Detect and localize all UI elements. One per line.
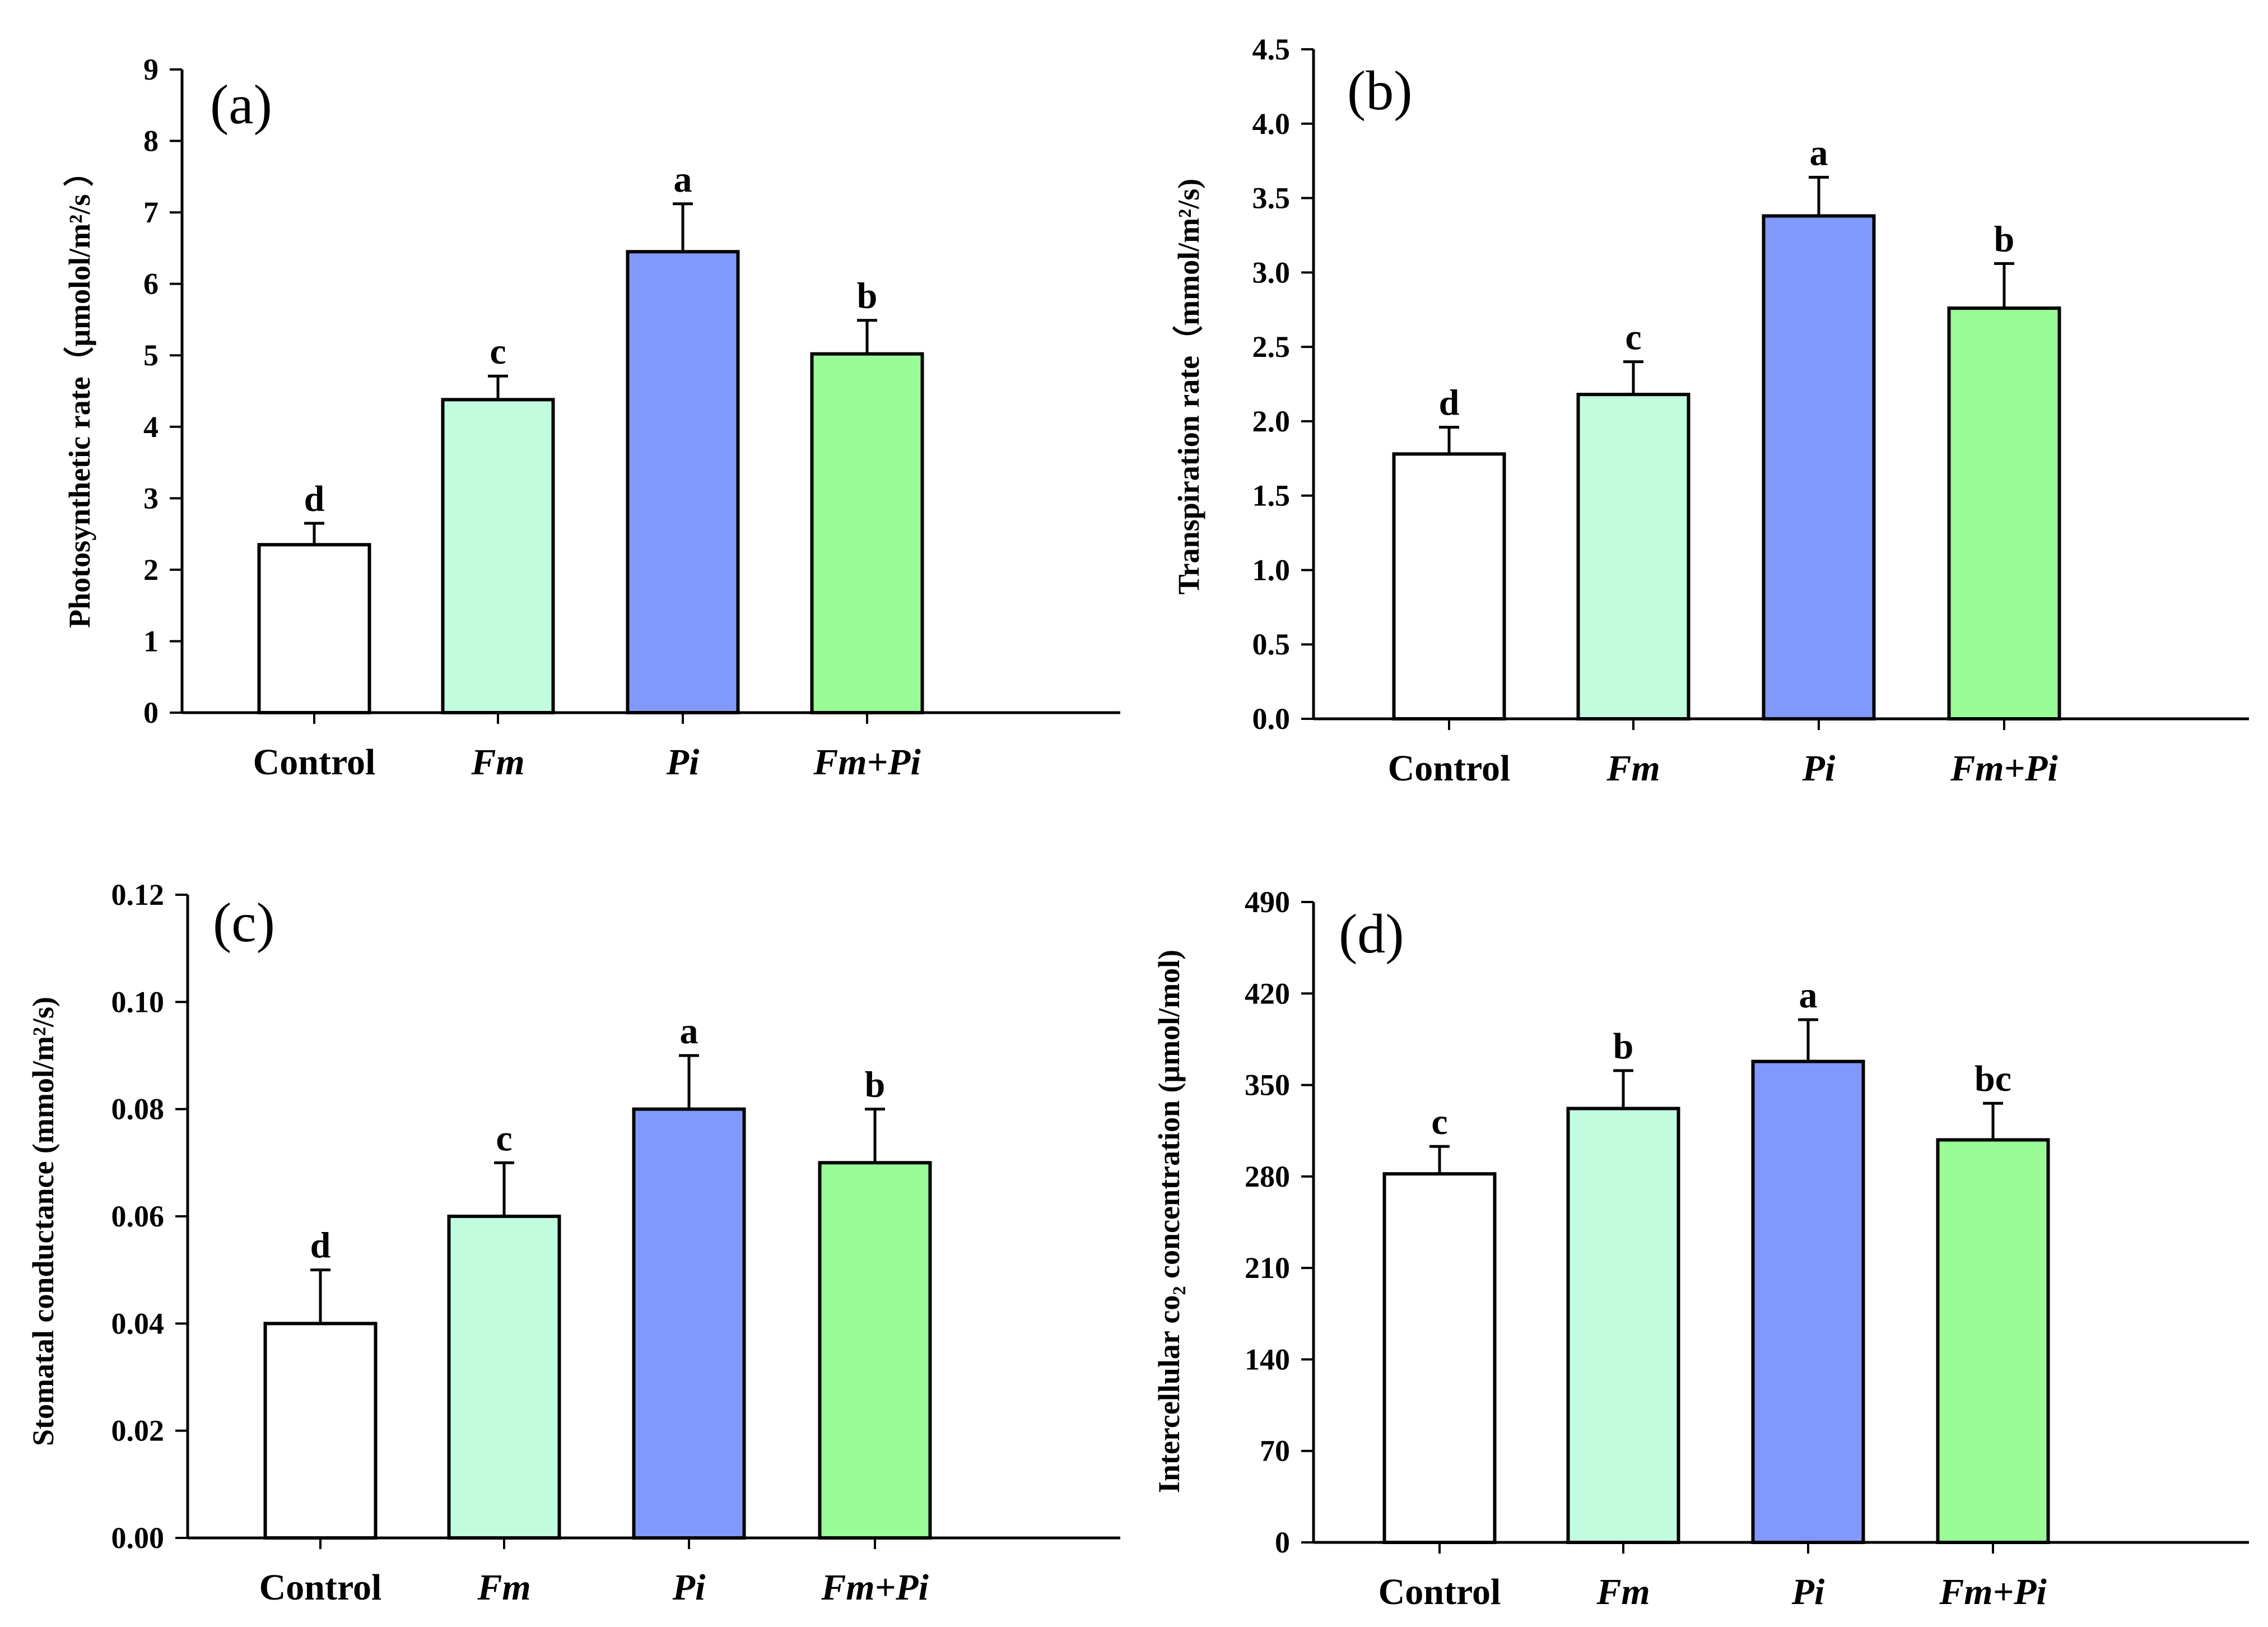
x-category-label: Pi	[1802, 748, 1836, 789]
panel-label: (d)	[1339, 903, 1404, 965]
y-tick-label: 3	[143, 481, 159, 515]
y-tick-label: 2	[143, 553, 159, 587]
panel-label: (a)	[210, 73, 272, 136]
y-tick-label: 0.5	[1252, 627, 1291, 661]
bar-fm-pi	[1947, 306, 2061, 720]
significance-letter: d	[304, 478, 325, 519]
bar-control	[1382, 1172, 1497, 1545]
y-tick-label: 9	[143, 53, 159, 86]
bar-fm-pi	[818, 1161, 932, 1540]
significance-letter: d	[1439, 383, 1460, 424]
y-tick-label: 0.0	[1252, 702, 1291, 736]
x-category-label: Fm	[1596, 1572, 1650, 1612]
chart-panel-3: 0.00 0.02 0.04 0.06 0.08 0.10 0.12 Stomatal con…	[26, 878, 1120, 1608]
bar-fm	[447, 1215, 561, 1540]
y-tick-label: 4.5	[1252, 32, 1291, 66]
y-tick-label: 2.0	[1252, 405, 1291, 438]
x-category-label: Control	[253, 742, 376, 783]
y-tick-label: 0.10	[111, 985, 165, 1019]
y-tick-label: 210	[1245, 1251, 1290, 1285]
significance-letter: d	[310, 1225, 331, 1266]
x-category-label: Control	[259, 1567, 382, 1608]
bar-fm-pi	[810, 352, 924, 714]
y-tick-label: 0.04	[111, 1307, 165, 1340]
bar-control	[263, 1322, 378, 1540]
y-axis-title: Stomatal conductance (mmol/m²/s)	[26, 997, 60, 1446]
significance-letter: c	[1625, 317, 1641, 358]
significance-letter: a	[1799, 975, 1818, 1016]
y-tick-label: 420	[1245, 977, 1290, 1010]
y-axis-title: Intercellular co₂ concentration (μmol/mo…	[1152, 950, 1186, 1493]
y-tick-label: 8	[143, 124, 159, 158]
x-category-label: Fm	[477, 1567, 530, 1608]
significance-letter: c	[496, 1118, 512, 1159]
y-tick-label: 0	[143, 696, 159, 729]
significance-letter: a	[674, 159, 692, 200]
significance-letter: c	[490, 331, 506, 372]
chart-panel-4: 0 70 140 210 280 350 420 490 Intercellular co₂ c…	[1152, 885, 2249, 1612]
x-category-label: Control	[1388, 748, 1511, 789]
y-tick-label: 490	[1245, 885, 1290, 919]
x-category-label: Fm+Pi	[813, 742, 921, 783]
y-tick-label: 4	[143, 410, 159, 444]
x-category-label: Control	[1379, 1572, 1501, 1612]
x-category-label: Fm+Pi	[1939, 1572, 2047, 1612]
bar-pi	[1762, 214, 1876, 720]
y-tick-label: 2.5	[1252, 330, 1291, 364]
y-tick-label: 7	[143, 196, 159, 229]
significance-letter: a	[680, 1011, 698, 1052]
y-tick-label: 70	[1260, 1434, 1290, 1468]
y-tick-label: 3.5	[1252, 182, 1291, 215]
x-category-label: Pi	[672, 1567, 706, 1608]
y-tick-label: 0	[1275, 1526, 1290, 1559]
x-category-label: Pi	[666, 742, 700, 783]
significance-letter: bc	[1974, 1058, 2011, 1099]
x-category-label: Fm+Pi	[821, 1567, 929, 1608]
chart-panel-2: 0.0 0.5 1.0 1.5 2.0 2.5 3.0 3.5 4.0 4.5 Transpirat…	[1172, 32, 2249, 789]
significance-letter: b	[1613, 1026, 1634, 1067]
y-tick-label: 0.12	[111, 878, 165, 912]
y-axis-title: Photosynthetic rate（μmolol/m²/s ）	[63, 156, 96, 628]
y-tick-label: 0.08	[111, 1093, 165, 1126]
y-tick-label: 0.02	[111, 1414, 165, 1448]
significance-letter: a	[1810, 132, 1828, 173]
bar-pi	[626, 250, 740, 714]
y-tick-label: 1	[143, 624, 159, 658]
bar-fm	[1566, 1107, 1680, 1544]
significance-letter: b	[857, 276, 878, 317]
y-tick-label: 0.00	[111, 1521, 165, 1555]
x-category-label: Fm	[1606, 748, 1660, 789]
y-tick-label: 5	[143, 338, 159, 372]
x-category-label: Fm+Pi	[1950, 748, 2058, 789]
y-tick-label: 1.0	[1252, 553, 1291, 587]
y-tick-label: 6	[143, 267, 159, 301]
chart-panel-1: 0 1 2 3 4 5 6 7 8 9 Photosynthetic rate（μmolol/m²/…	[63, 53, 1120, 783]
y-tick-label: 3.0	[1252, 255, 1291, 289]
bar-control	[1392, 452, 1506, 720]
bar-fm-pi	[1936, 1138, 2050, 1544]
x-category-label: Fm	[471, 742, 524, 783]
bar-fm	[441, 398, 555, 714]
y-tick-label: 4.0	[1252, 107, 1291, 141]
bar-pi	[632, 1107, 746, 1540]
y-tick-label: 350	[1245, 1068, 1290, 1102]
bar-fm	[1576, 393, 1690, 720]
panel-label: (b)	[1347, 59, 1413, 122]
y-tick-label: 1.5	[1252, 479, 1291, 513]
y-axis-title: Transpiration rate（mmol/m²/s)	[1172, 179, 1205, 595]
significance-letter: b	[1994, 219, 2015, 259]
y-tick-label: 280	[1245, 1160, 1290, 1193]
y-tick-label: 0.06	[111, 1200, 165, 1233]
significance-letter: b	[865, 1064, 886, 1105]
bar-control	[257, 543, 371, 714]
panel-label: (c)	[213, 891, 275, 954]
significance-letter: c	[1431, 1101, 1447, 1142]
x-category-label: Pi	[1791, 1572, 1825, 1612]
y-tick-label: 140	[1245, 1342, 1290, 1376]
bar-pi	[1751, 1059, 1865, 1544]
